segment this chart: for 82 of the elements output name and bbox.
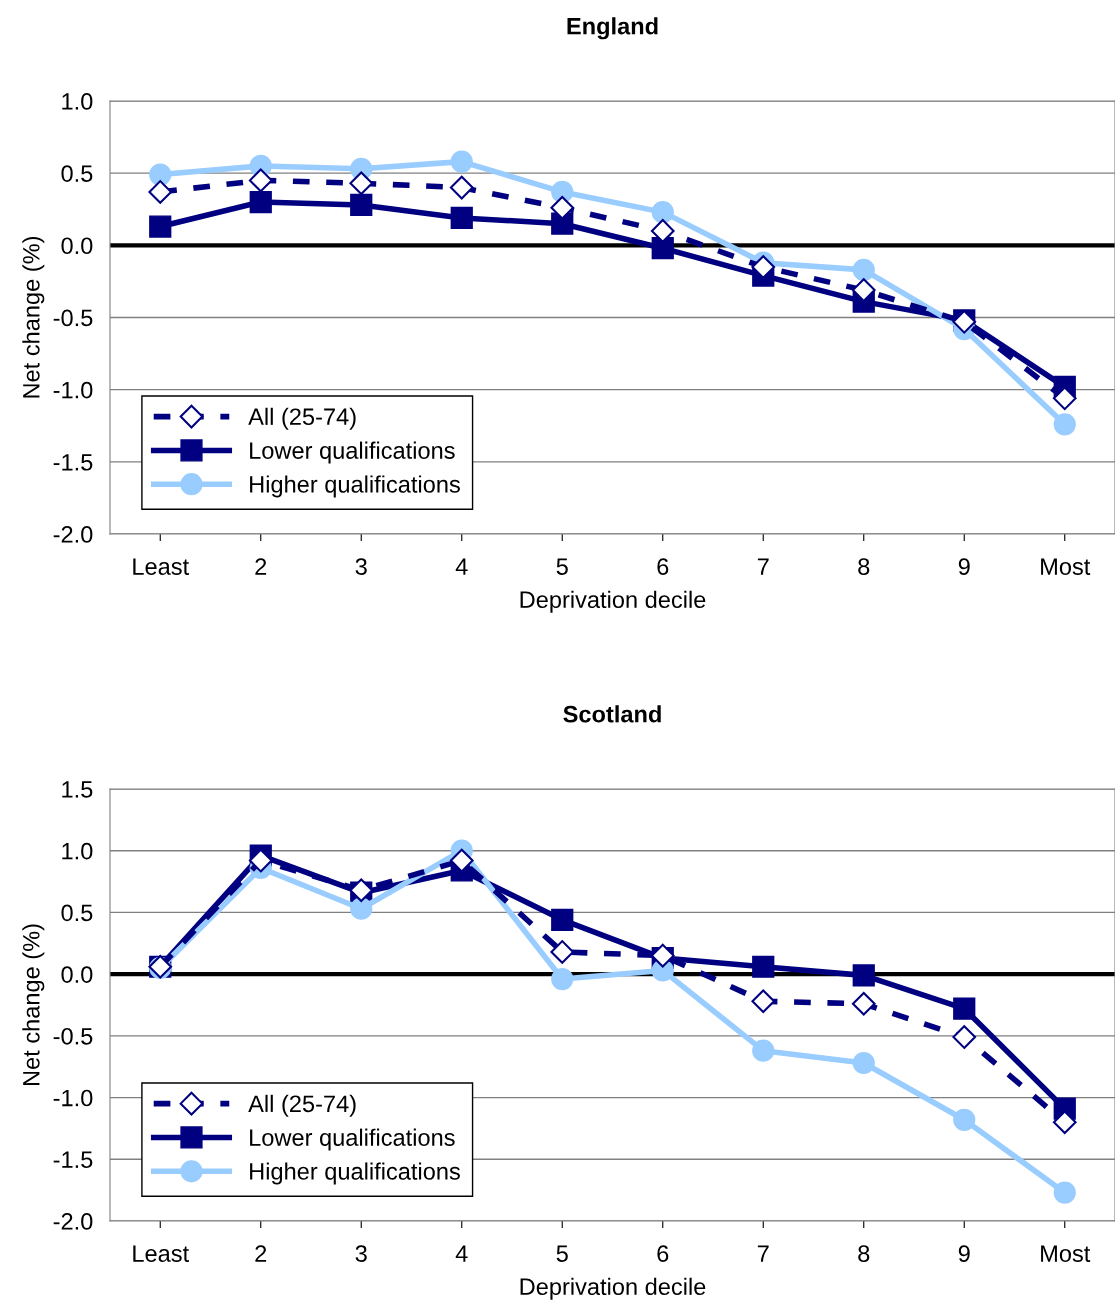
point: [952, 1025, 977, 1049]
point: [350, 897, 373, 920]
point: [450, 206, 473, 230]
legend-label: Higher qualifications: [250, 475, 460, 498]
y-axis-title: Net change (%): [22, 236, 45, 398]
y-tick-label: -2.0: [53, 526, 93, 543]
point: [751, 989, 776, 1014]
point: [550, 195, 575, 220]
point: [1052, 386, 1077, 411]
x-tick-label: 3: [355, 558, 367, 575]
point: [148, 180, 173, 204]
x-tick-label: 4: [455, 1245, 468, 1262]
point: [449, 175, 474, 200]
point: [350, 193, 373, 217]
point: [651, 237, 674, 260]
legend-label: All (25-74): [248, 407, 356, 430]
y-tick-label: -1.5: [53, 1151, 93, 1169]
y-tick-label: 0.0: [61, 966, 93, 983]
x-tick-label: 8: [858, 558, 870, 575]
y-tick-label: 0.5: [61, 165, 93, 182]
legend-label: Lower qualifications: [250, 441, 455, 464]
x-tick-label: 2: [255, 558, 267, 575]
point: [149, 163, 172, 186]
y-tick-label: 0.5: [61, 904, 93, 922]
y-tick-label: 1.0: [62, 842, 93, 860]
point: [953, 1108, 976, 1131]
x-tick-label: Least: [133, 558, 189, 575]
legend-label: All (25-74): [248, 1094, 356, 1117]
point: [450, 150, 473, 173]
y-tick-label: -1.0: [53, 381, 93, 399]
y-tick-label: -2.0: [53, 1213, 93, 1230]
point: [149, 215, 172, 238]
x-tick-label: 8: [858, 1245, 870, 1262]
x-tick-label: 6: [657, 1245, 669, 1262]
y-tick-label: -1.5: [53, 454, 93, 471]
point: [551, 967, 574, 991]
x-tick-label: 2: [255, 1245, 267, 1262]
point: [651, 201, 674, 224]
y-tick-label: -0.5: [53, 309, 93, 327]
x-axis-title: Deprivation decile: [520, 1277, 706, 1300]
x-tick-label: 6: [657, 558, 669, 575]
point: [851, 991, 876, 1016]
x-tick-label: Most: [1041, 558, 1091, 575]
point: [1052, 1110, 1077, 1135]
y-tick-label: 1.0: [62, 93, 93, 110]
y-axis-title: Net change (%): [22, 924, 45, 1086]
y-tick-label: 0.0: [61, 237, 93, 255]
point: [248, 848, 273, 873]
point: [851, 278, 876, 302]
y-tick-label: 1.5: [62, 781, 93, 798]
point: [751, 255, 776, 279]
x-tick-label: 4: [455, 558, 468, 575]
point: [248, 168, 273, 193]
chart-title: Scotland: [563, 705, 661, 723]
x-tick-label: Most: [1041, 1245, 1091, 1262]
point: [1053, 413, 1076, 436]
y-tick-label: -0.5: [53, 1027, 93, 1045]
point: [249, 190, 272, 214]
point: [852, 258, 875, 281]
x-tick-label: 5: [556, 1245, 568, 1262]
legend-label: Higher qualifications: [250, 1162, 460, 1185]
point: [953, 997, 976, 1020]
point: [852, 964, 875, 987]
point: [551, 908, 574, 931]
x-tick-label: 5: [556, 558, 568, 575]
point: [349, 171, 374, 196]
point: [650, 219, 675, 243]
x-tick-label: 7: [757, 558, 769, 575]
x-axis-title: Deprivation decile: [520, 590, 706, 613]
x-tick-label: 9: [958, 1245, 970, 1262]
point: [852, 1051, 875, 1075]
y-tick-label: -1.0: [53, 1089, 93, 1107]
point: [1053, 1181, 1076, 1204]
legend-label: Lower qualifications: [250, 1128, 455, 1151]
x-tick-label: Least: [133, 1245, 189, 1262]
point: [752, 1039, 775, 1062]
x-tick-label: 3: [355, 1245, 367, 1262]
point: [752, 955, 775, 978]
chart-title: England: [567, 17, 658, 40]
x-tick-label: 9: [958, 558, 970, 575]
x-tick-label: 7: [757, 1245, 769, 1262]
point: [449, 848, 474, 873]
